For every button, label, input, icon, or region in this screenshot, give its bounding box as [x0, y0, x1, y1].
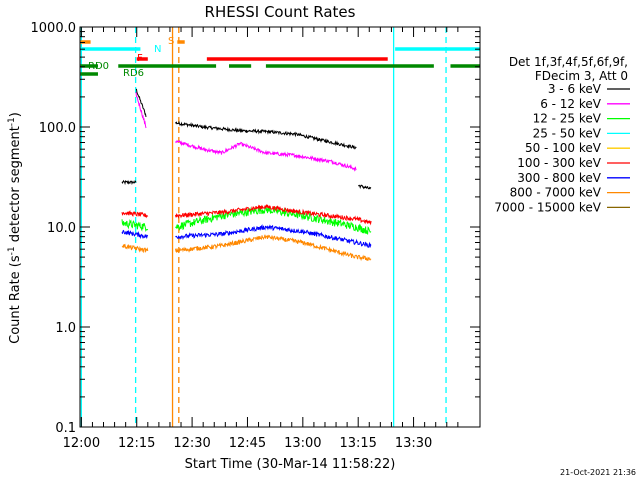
- x-tick-label-1: 12:15: [118, 436, 155, 451]
- x-tick-label-3: 12:45: [229, 436, 266, 451]
- legend-label-3: 25 - 50 keV: [533, 126, 602, 140]
- flag-label-f: F: [137, 53, 143, 64]
- plot-area: [80, 27, 480, 427]
- y-tick-label-3: 1.0: [55, 321, 76, 336]
- y-axis-label-main: Count Rate (s: [8, 255, 23, 344]
- legend-label-5: 100 - 300 keV: [517, 156, 601, 170]
- legend-label-7: 800 - 7000 keV: [510, 186, 602, 200]
- y-tick-label-4: 0.1: [55, 421, 76, 436]
- series-line-3-6-keV-seg0: [121, 179, 137, 186]
- x-tick-label-0: 12:00: [63, 436, 100, 451]
- x-axis-label: Start Time (30-Mar-14 11:58:22): [185, 457, 396, 472]
- series-line-300-800-keV-seg0: [121, 229, 149, 240]
- y-axis-label-sup2: -1: [7, 117, 17, 126]
- legend-label-4: 50 - 100 keV: [525, 141, 602, 155]
- y-tick-label-0: 1000.0: [31, 21, 77, 36]
- chart-title: RHESSI Count Rates: [205, 3, 356, 21]
- flag-label-n: N: [154, 44, 161, 55]
- y-axis-label: Count Rate (s-1 detector segment-1): [7, 112, 23, 344]
- series-line-100-300-keV-seg0: [121, 210, 149, 219]
- legend-label-0: 3 - 6 keV: [548, 82, 602, 96]
- axes-layer: RD0 RD6 FNS 1000.0 100.0 10.0 1.0 0.112:00 12:15…: [31, 21, 481, 451]
- legend-header-1: FDecim 3, Att 0: [535, 69, 628, 83]
- series-line-800-7000-keV-seg0: [121, 243, 149, 254]
- series-line-100-300-keV-seg1: [175, 204, 372, 226]
- series-line-800-7000-keV-seg1: [175, 234, 372, 262]
- x-tick-label-4: 13:00: [284, 436, 321, 451]
- legend-label-1: 6 - 12 keV: [540, 97, 602, 111]
- series-line-6-12-keV-seg1: [175, 139, 357, 172]
- series-line-6-12-keV-seg0: [135, 92, 147, 129]
- series-line-3-6-keV-seg3: [358, 184, 372, 190]
- legend-label-8: 7000 - 15000 keV: [494, 200, 601, 214]
- series-line-300-800-keV-seg1: [175, 224, 372, 248]
- legend-header-0: Det 1f,3f,4f,5f,6f,9f,: [509, 55, 628, 69]
- y-tick-label-1: 100.0: [39, 121, 76, 136]
- y-axis-label-mid: detector segment: [8, 126, 23, 246]
- series-line-3-6-keV-seg2: [175, 120, 357, 150]
- data-layer: [80, 27, 480, 427]
- series-line-12-25-keV-seg1: [175, 205, 372, 235]
- x-tick-label-6: 13:30: [395, 436, 432, 451]
- series-line-3-6-keV-seg1: [135, 88, 147, 117]
- y-tick-label-2: 10.0: [47, 221, 76, 236]
- legend-label-2: 12 - 25 keV: [533, 112, 602, 126]
- timestamp: 21-Oct-2021 21:36: [560, 468, 636, 477]
- legend-label-6: 300 - 800 keV: [517, 171, 601, 185]
- flag-label-s: S: [168, 36, 174, 47]
- x-tick-label-5: 13:15: [339, 436, 376, 451]
- y-axis-label-sup1: -1: [7, 246, 17, 255]
- x-tick-label-2: 12:30: [173, 436, 210, 451]
- flag-label-rd6: RD6: [123, 68, 144, 79]
- flag-label-rd0: RD0: [88, 61, 109, 72]
- y-axis-label-end: ): [8, 112, 23, 117]
- legend: Det 1f,3f,4f,5f,6f,9f,FDecim 3, Att 03 -…: [494, 55, 630, 214]
- series-line-12-25-keV-seg0: [121, 219, 149, 232]
